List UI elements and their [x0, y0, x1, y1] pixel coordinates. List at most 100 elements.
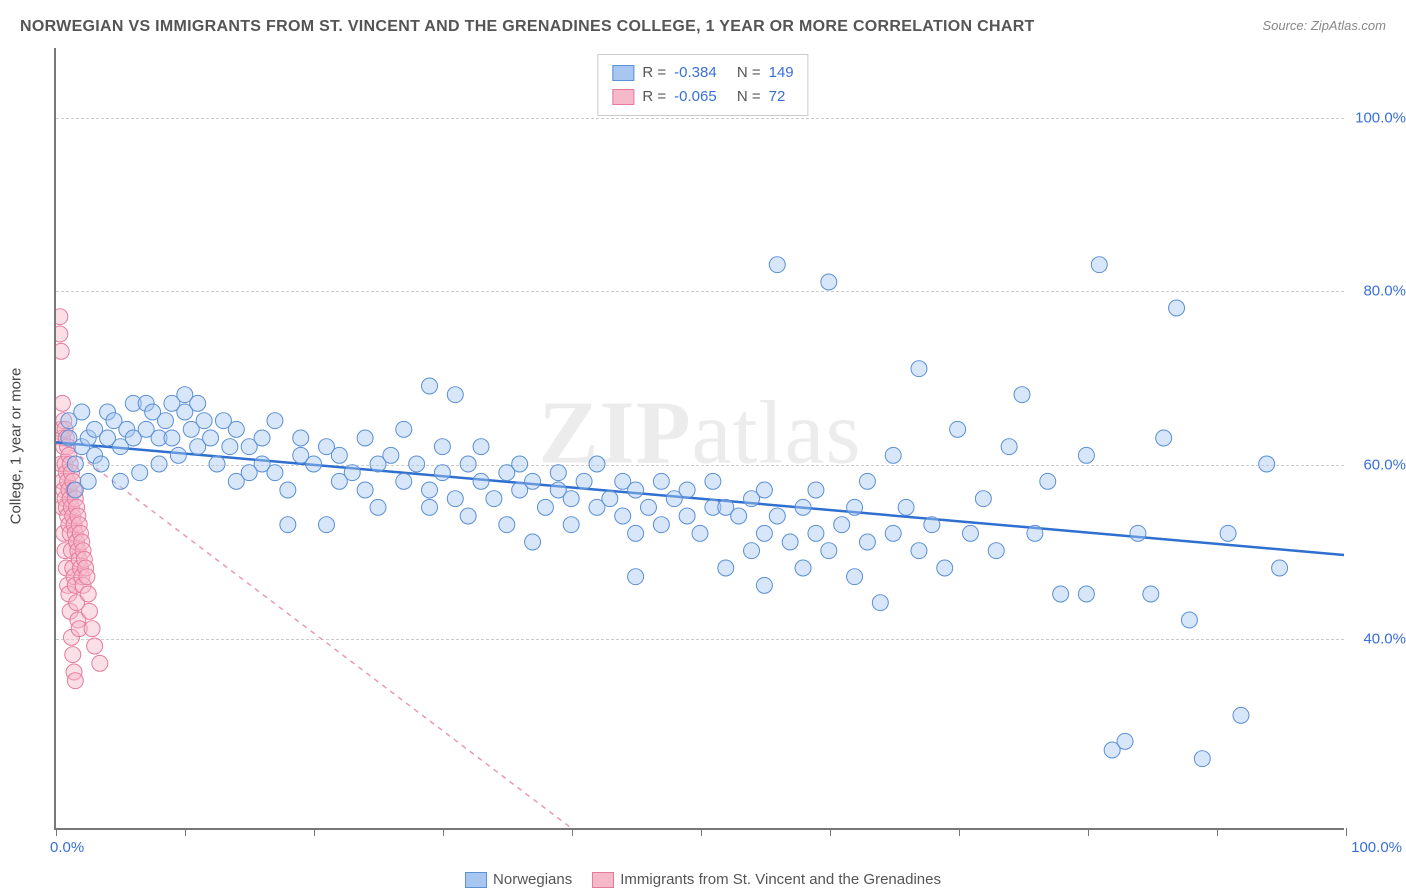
data-point: [640, 499, 656, 515]
data-point: [196, 413, 212, 429]
legend-swatch-1: [465, 872, 487, 888]
data-point: [911, 361, 927, 377]
data-point: [422, 378, 438, 394]
y-tick-label: 40.0%: [1363, 630, 1406, 647]
data-point: [254, 430, 270, 446]
data-point: [847, 569, 863, 585]
data-point: [1169, 300, 1185, 316]
data-point: [653, 517, 669, 533]
data-point: [473, 439, 489, 455]
data-point: [383, 447, 399, 463]
data-point: [1053, 586, 1069, 602]
data-point: [203, 430, 219, 446]
data-point: [885, 447, 901, 463]
x-tick: [1088, 828, 1089, 836]
data-point: [209, 456, 225, 472]
data-point: [460, 456, 476, 472]
data-point: [988, 543, 1004, 559]
data-point: [808, 482, 824, 498]
data-point: [744, 543, 760, 559]
data-point: [769, 257, 785, 273]
x-tick: [959, 828, 960, 836]
r-label-1: R =: [642, 61, 666, 85]
data-point: [157, 413, 173, 429]
x-tick: [572, 828, 573, 836]
data-point: [56, 395, 70, 411]
data-point: [589, 456, 605, 472]
r-value-1: -0.384: [674, 61, 717, 85]
data-point: [859, 534, 875, 550]
y-tick-label: 100.0%: [1355, 109, 1406, 126]
data-point: [911, 543, 927, 559]
data-point: [705, 473, 721, 489]
n-label-1: N =: [737, 61, 761, 85]
data-point: [74, 404, 90, 420]
swatch-series-2: [612, 89, 634, 105]
data-point: [1130, 525, 1146, 541]
data-point: [1143, 586, 1159, 602]
data-point: [79, 569, 95, 585]
data-point: [499, 517, 515, 533]
data-point: [434, 465, 450, 481]
data-point: [525, 473, 541, 489]
data-point: [67, 456, 83, 472]
x-tick: [830, 828, 831, 836]
data-point: [306, 456, 322, 472]
data-point: [132, 465, 148, 481]
legend-label-1: Norwegians: [493, 871, 572, 888]
legend-swatch-2: [592, 872, 614, 888]
data-point: [1156, 430, 1172, 446]
data-point: [808, 525, 824, 541]
data-point: [1181, 612, 1197, 628]
data-point: [821, 543, 837, 559]
data-point: [228, 421, 244, 437]
n-label-2: N =: [737, 85, 761, 109]
data-point: [628, 569, 644, 585]
data-point: [87, 638, 103, 654]
data-point: [962, 525, 978, 541]
y-axis-label: College, 1 year or more: [8, 368, 25, 525]
data-point: [1233, 707, 1249, 723]
data-point: [357, 482, 373, 498]
data-point: [447, 491, 463, 507]
data-point: [975, 491, 991, 507]
data-point: [396, 473, 412, 489]
data-point: [950, 421, 966, 437]
data-point: [1040, 473, 1056, 489]
data-point: [357, 430, 373, 446]
data-point: [731, 508, 747, 524]
data-point: [473, 473, 489, 489]
data-point: [93, 456, 109, 472]
data-point: [628, 482, 644, 498]
data-point: [795, 499, 811, 515]
x-tick: [701, 828, 702, 836]
x-tick: [1346, 828, 1347, 836]
data-point: [756, 482, 772, 498]
data-point: [370, 499, 386, 515]
data-point: [1091, 257, 1107, 273]
data-point: [422, 482, 438, 498]
data-point: [409, 456, 425, 472]
data-point: [293, 430, 309, 446]
y-tick-label: 80.0%: [1363, 283, 1406, 300]
source-value: ZipAtlas.com: [1311, 18, 1386, 33]
data-point: [924, 517, 940, 533]
data-point: [422, 499, 438, 515]
correlation-row-2: R = -0.065 N = 72: [612, 85, 793, 109]
data-point: [84, 621, 100, 637]
data-point: [65, 647, 81, 663]
data-point: [847, 499, 863, 515]
legend-label-2: Immigrants from St. Vincent and the Gren…: [620, 871, 941, 888]
data-point: [550, 465, 566, 481]
source-attribution: Source: ZipAtlas.com: [1262, 18, 1386, 33]
data-point: [170, 447, 186, 463]
data-point: [872, 595, 888, 611]
data-point: [267, 465, 283, 481]
data-point: [512, 456, 528, 472]
data-point: [1220, 525, 1236, 541]
data-point: [1001, 439, 1017, 455]
r-value-2: -0.065: [674, 85, 717, 109]
chart-title: NORWEGIAN VS IMMIGRANTS FROM ST. VINCENT…: [20, 18, 1035, 36]
data-point: [898, 499, 914, 515]
data-point: [795, 560, 811, 576]
